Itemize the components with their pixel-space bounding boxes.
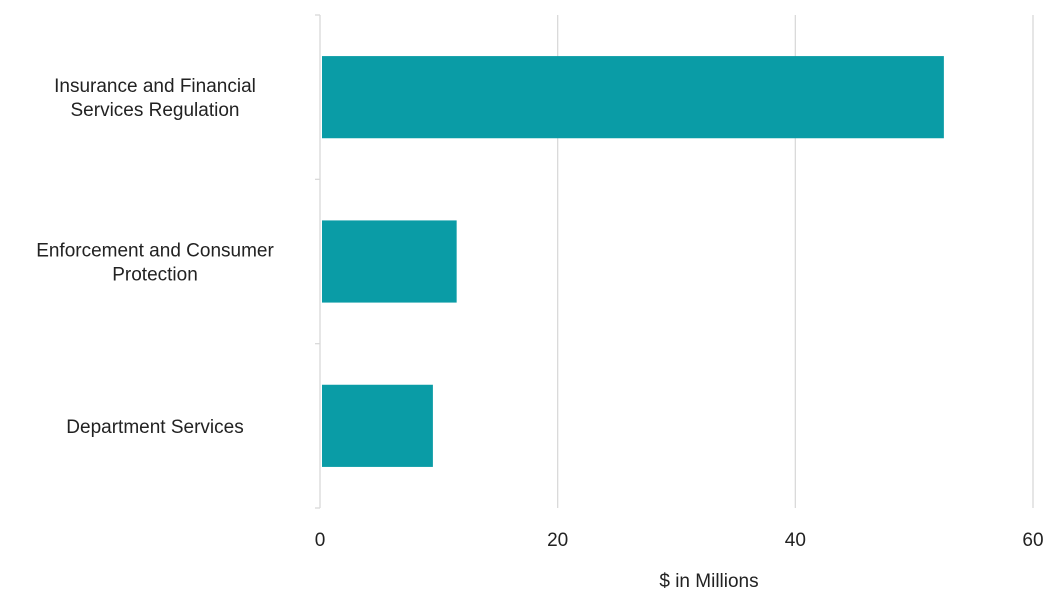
x-axis-title: $ in Millions	[659, 571, 758, 592]
category-label-line: Department Services	[66, 417, 243, 438]
x-tick-label-2: 40	[785, 530, 806, 551]
bar-0	[322, 56, 944, 139]
bars	[322, 56, 944, 467]
category-label-line: Services Regulation	[71, 100, 240, 121]
x-tick-label-1: 20	[547, 530, 568, 551]
category-label-2: Department Services	[66, 417, 243, 438]
x-tick-label-3: 60	[1022, 530, 1043, 551]
bar-1	[322, 220, 457, 303]
x-tick-label-0: 0	[315, 530, 326, 551]
category-labels: Insurance and Financial Services Regulati…	[36, 76, 274, 438]
category-axis	[315, 14, 321, 509]
category-label-line: Insurance and Financial	[54, 76, 256, 97]
category-label-line: Enforcement and Consumer	[36, 241, 274, 262]
category-label-0: Insurance and Financial Services Regulati…	[54, 76, 256, 121]
x-tick-labels: 0 20 40 60	[315, 530, 1044, 551]
category-label-line: Protection	[112, 265, 198, 286]
bar-2	[322, 384, 433, 467]
category-label-1: Enforcement and Consumer Protection	[36, 241, 274, 286]
